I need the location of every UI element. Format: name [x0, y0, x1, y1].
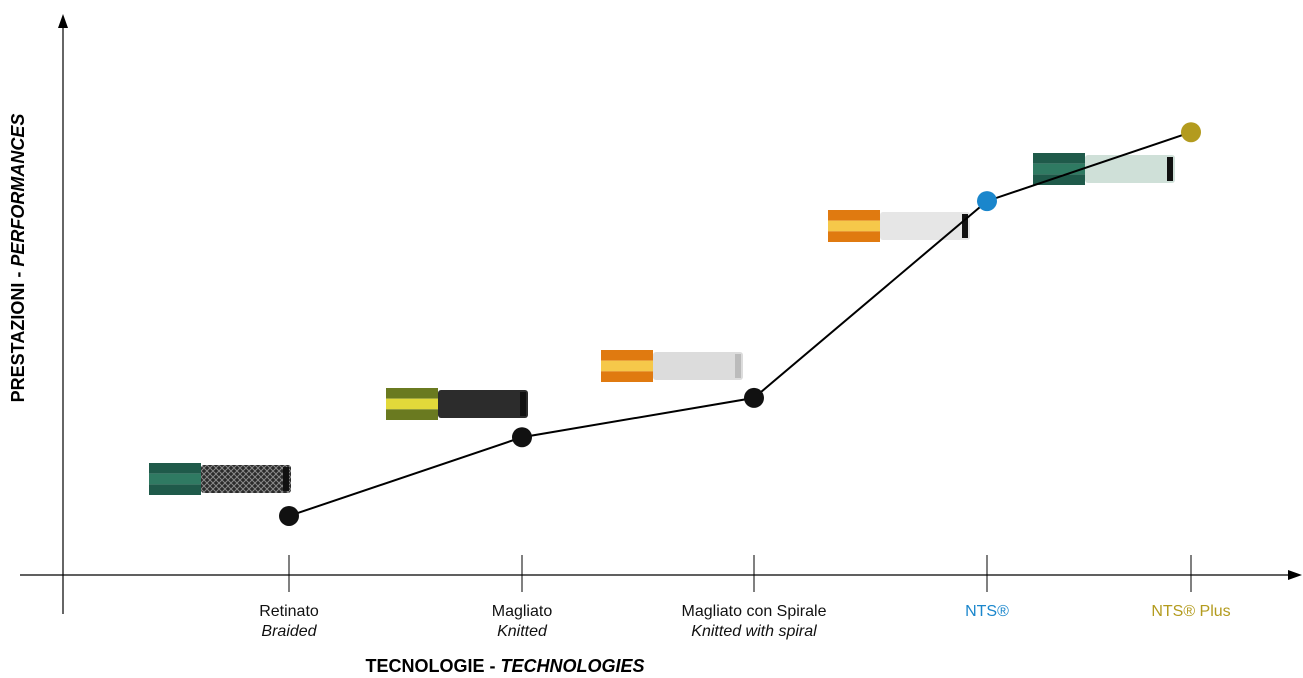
hose-fitting-band — [386, 398, 438, 410]
y-axis-title-italic: PERFORMANCES — [8, 114, 28, 267]
hose-fitting-band — [149, 484, 201, 495]
hose-fitting-band — [386, 409, 438, 420]
x-ticks — [288, 555, 1192, 592]
y-axis-arrow — [58, 14, 68, 28]
x-axis-arrow — [1288, 570, 1302, 580]
nts-plus-hose-icon — [1033, 153, 1175, 185]
hose-body — [1085, 155, 1175, 183]
hose-body — [201, 465, 291, 493]
x-tick-label: NTS® — [965, 603, 1009, 620]
x-axis-title: TECNOLOGIE - TECHNOLOGIES — [365, 656, 644, 676]
hose-fitting-band — [601, 371, 653, 382]
braided-hose-icon — [149, 463, 291, 495]
x-axis-title-italic: TECHNOLOGIES — [500, 656, 644, 676]
hose-cap — [962, 214, 968, 238]
hose-cap — [1167, 157, 1173, 181]
hose-fitting-band — [149, 473, 201, 485]
hose-fitting-band — [1033, 163, 1085, 175]
data-point — [512, 427, 532, 448]
hose-images — [149, 153, 1175, 495]
hose-fitting-band — [1033, 174, 1085, 185]
data-point — [279, 505, 299, 526]
x-axis-title-main: TECNOLOGIE - — [365, 656, 500, 676]
axes — [20, 14, 1302, 614]
hose-fitting-band — [828, 231, 880, 242]
x-tick-sublabel: Braided — [261, 623, 317, 640]
hose-body — [653, 352, 743, 380]
x-tick-labels: Retinato Braided Magliato Knitted Magliato c… — [259, 603, 1230, 640]
x-tick-label: Magliato con Spirale — [682, 603, 827, 620]
knitted-spiral-hose-icon — [601, 350, 743, 382]
hose-fitting-band — [149, 463, 201, 474]
performance-line — [288, 131, 1192, 517]
data-points — [279, 122, 1201, 526]
x-tick-sublabel: Knitted with spiral — [691, 623, 817, 640]
hose-fitting-band — [601, 360, 653, 372]
x-tick-label: NTS® Plus — [1151, 603, 1230, 620]
hose-fitting-band — [1033, 153, 1085, 164]
y-axis-title: PRESTAZIONI - PERFORMANCES — [8, 114, 28, 403]
hose-fitting-band — [828, 210, 880, 221]
data-point — [977, 191, 997, 212]
hose-cap — [735, 354, 741, 378]
hose-cap — [520, 392, 526, 416]
x-tick-sublabel: Knitted — [497, 623, 548, 640]
hose-fitting-band — [386, 388, 438, 399]
hose-body — [880, 212, 970, 240]
hose-cap — [283, 467, 289, 491]
y-axis-title-main: PRESTAZIONI - — [8, 267, 28, 403]
knitted-hose-icon — [386, 388, 528, 420]
nts-hose-icon — [828, 210, 970, 242]
data-point — [1181, 122, 1201, 143]
hose-fitting-band — [601, 350, 653, 361]
x-tick-label: Magliato — [492, 603, 553, 620]
hose-fitting-band — [828, 220, 880, 232]
data-point — [744, 387, 764, 408]
hose-body — [438, 390, 528, 418]
x-tick-label: Retinato — [259, 603, 319, 620]
